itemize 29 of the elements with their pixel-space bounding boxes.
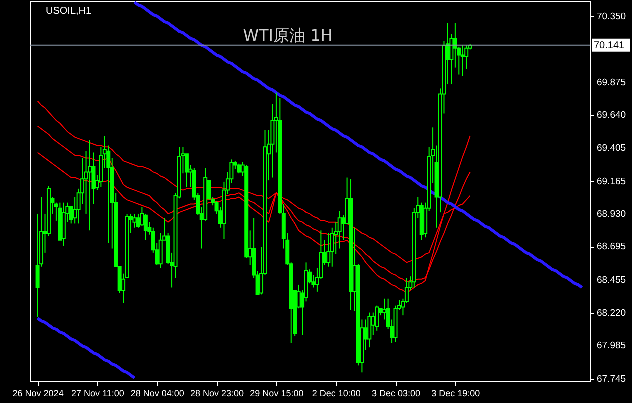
x-tick-label: 2 Dec 10:00 <box>312 388 361 398</box>
y-tick-label: 68.695 <box>597 242 626 253</box>
line-series <box>133 1 584 290</box>
y-tick-label: 69.405 <box>597 142 626 154</box>
candlestick <box>237 163 242 174</box>
y-tick-label: 68.220 <box>597 308 626 319</box>
y-tick-label: 67.985 <box>597 340 626 352</box>
x-tick-label: 3 Dec 03:00 <box>372 388 421 398</box>
ref-line-label: 70.141 <box>594 40 626 52</box>
y-tick-label: 69.875 <box>597 77 626 88</box>
x-tick-label: 29 Nov 15:00 <box>250 388 304 398</box>
annotation: USOIL,H1 <box>46 6 92 17</box>
candlestick <box>368 312 372 348</box>
y-tick-label: 68.930 <box>597 208 626 220</box>
y-tick-label: 69.640 <box>597 110 626 122</box>
y-tick-label: 68.455 <box>597 275 626 286</box>
x-tick-label: 26 Nov 2024 <box>12 388 64 398</box>
y-tick-label: 67.745 <box>597 374 626 385</box>
y-tick-label: 69.165 <box>597 176 626 188</box>
y-tick-label: 70.350 <box>597 11 626 22</box>
text: WTI原油 1H <box>243 26 333 45</box>
x-tick-label: 3 Dec 19:00 <box>432 388 480 398</box>
x-tick-label: 28 Nov 23:00 <box>190 388 244 398</box>
candlestick <box>375 305 380 332</box>
line-series <box>36 316 136 380</box>
x-tick-label: 28 Nov 04:00 <box>130 388 184 398</box>
candlestick <box>158 232 163 269</box>
x-tick-label: 27 Nov 11:00 <box>72 388 124 398</box>
candlestick <box>88 140 92 232</box>
